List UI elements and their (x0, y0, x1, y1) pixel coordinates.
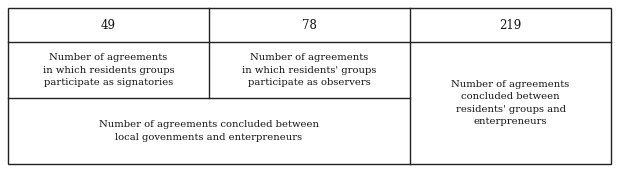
Text: Number of agreements concluded between
local govenments and enterpreneurs: Number of agreements concluded between l… (99, 121, 319, 142)
Text: 78: 78 (302, 19, 317, 32)
Text: Number of agreements
concluded between
residents' groups and
enterpreneurs: Number of agreements concluded between r… (451, 80, 569, 126)
Text: 49: 49 (101, 19, 116, 32)
Text: Number of agreements
in which residents groups
participate as signatories: Number of agreements in which residents … (43, 53, 175, 87)
Text: 219: 219 (500, 19, 522, 32)
Text: Number of agreements
in which residents' groups
participate as observers: Number of agreements in which residents'… (242, 53, 377, 87)
